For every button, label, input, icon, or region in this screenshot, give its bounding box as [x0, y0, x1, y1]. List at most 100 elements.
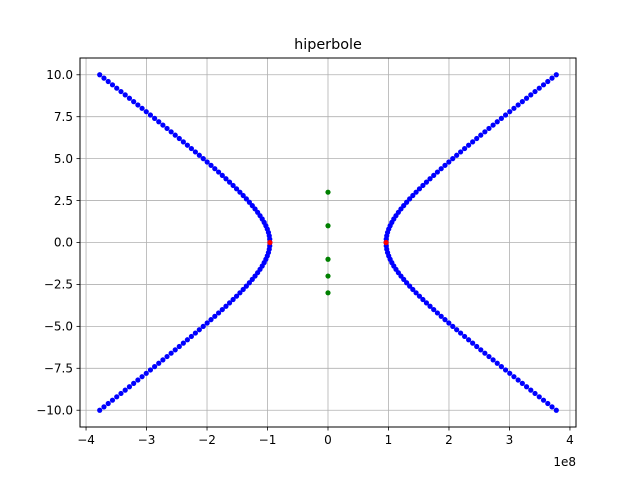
- hyperbola-point: [114, 394, 120, 400]
- hyperbola-point: [413, 290, 419, 296]
- hyperbola-point: [196, 327, 202, 333]
- hyperbola-point: [188, 145, 194, 152]
- hyperbola-point: [168, 350, 174, 356]
- hyperbola-point: [431, 306, 437, 313]
- hyperbola-point: [478, 132, 484, 138]
- hyperbola-point: [540, 82, 547, 88]
- hyperbola-point: [215, 169, 222, 175]
- hyperbola-point: [184, 337, 190, 343]
- hyperbola-point: [540, 397, 547, 403]
- hyperbola-point: [458, 149, 464, 155]
- hyperbola-point: [486, 125, 492, 132]
- x-tick-label: −3: [138, 433, 156, 447]
- y-tick-label: −5.0: [44, 320, 73, 334]
- y-tick-label: 10.0: [46, 68, 73, 82]
- hyperbola-point: [434, 169, 441, 175]
- hyperbola-point: [246, 199, 252, 205]
- hyperbola-point: [470, 139, 476, 145]
- hyperbola-point: [192, 330, 198, 336]
- x-offset-label: 1e8: [553, 455, 576, 469]
- hyperbola-point: [420, 182, 426, 189]
- hyperbola-point: [152, 115, 158, 121]
- hyperbola-point: [474, 135, 480, 142]
- x-tick-label: 0: [324, 433, 332, 447]
- hyperbola-point: [511, 105, 517, 111]
- hyperbola-point: [122, 387, 128, 393]
- hyperbola-point: [519, 99, 525, 105]
- grid: [80, 58, 576, 427]
- hyperbola-point: [97, 72, 103, 78]
- hyperbola-point: [204, 320, 210, 326]
- hyperbola-point: [230, 296, 236, 303]
- hyperbola-point: [101, 404, 107, 410]
- hyperbola-point: [553, 407, 559, 413]
- hyperbola-point: [528, 92, 534, 98]
- hyperbola-point: [180, 139, 186, 145]
- hyperbola-point: [532, 390, 538, 397]
- hyperbola-point: [192, 149, 198, 155]
- axis-ticks: −4 −3 −2 −1 0 1 2 3 4 −10.0 −7.5 −5.0 −2.5 0.0 2.5 5.0 7…: [36, 68, 574, 447]
- hyperbola-point: [446, 320, 452, 326]
- hyperbola-point: [208, 317, 214, 323]
- hyperbola-point: [249, 203, 255, 209]
- x-tick-label: 2: [445, 433, 453, 447]
- hyperbola-point: [147, 112, 154, 118]
- hyperbola-point: [482, 350, 488, 356]
- hyperbola-point: [172, 132, 178, 138]
- y-tick-label: 7.5: [54, 110, 73, 124]
- hyperbola-point: [131, 99, 137, 105]
- hyperbola-point: [122, 92, 128, 98]
- hyperbola-point: [240, 192, 246, 199]
- hyperbola-point: [101, 75, 107, 81]
- hyperbola-point: [523, 95, 530, 101]
- hyperbola-point: [223, 303, 229, 309]
- hyperbola-point: [176, 135, 182, 142]
- hyperbola-point: [507, 109, 513, 115]
- hyperbola-point: [438, 313, 444, 319]
- hyperbola-point: [230, 182, 236, 189]
- hyperbola-point: [237, 189, 243, 195]
- hyperbola-point: [515, 102, 521, 108]
- hyperbola-point: [401, 203, 407, 209]
- chart-title: hiperbole: [294, 37, 362, 53]
- hyperbola-point: [507, 370, 513, 376]
- hyperbola-point: [404, 199, 410, 205]
- hyperbola-point: [172, 347, 178, 353]
- hyperbola-point: [164, 353, 170, 360]
- hyperbola-point: [431, 172, 437, 179]
- hyperbola-point: [442, 162, 448, 168]
- y-tick-label: 0.0: [54, 236, 73, 250]
- hyperbola-point: [553, 72, 559, 78]
- hyperbola-point: [502, 112, 509, 118]
- hyperbola-point: [478, 347, 484, 353]
- hyperbola-point: [135, 102, 141, 108]
- hyperbola-point: [486, 353, 492, 360]
- data-points: [97, 72, 559, 413]
- hyperbola-point: [118, 390, 124, 397]
- vertex-point: [383, 239, 389, 246]
- hyperbola-point: [135, 377, 141, 383]
- hyperbola-point: [200, 323, 206, 329]
- hyperbola-point: [196, 152, 202, 158]
- axis-point: [325, 223, 331, 229]
- hyperbola-point: [246, 280, 252, 286]
- hyperbola-point: [549, 404, 555, 410]
- hyperbola-point: [233, 186, 240, 192]
- hyperbola-point: [139, 105, 145, 111]
- hyperbola-point: [420, 296, 426, 303]
- hyperbola-point: [114, 85, 120, 91]
- hyperbola-point: [105, 400, 111, 407]
- hyperbola-point: [109, 397, 116, 403]
- hyperbola-point: [427, 303, 433, 309]
- hyperbola-point: [474, 343, 480, 350]
- hyperbola-point: [212, 166, 218, 172]
- hyperbola-point: [490, 357, 496, 363]
- hyperbola-point: [545, 78, 551, 85]
- hyperbola-point: [156, 119, 162, 125]
- hyperbola-point: [536, 394, 542, 400]
- x-tick-label: 1: [385, 433, 393, 447]
- hyperbola-point: [494, 360, 500, 366]
- hyperbola-point: [156, 360, 162, 366]
- x-tick-label: 4: [566, 433, 574, 447]
